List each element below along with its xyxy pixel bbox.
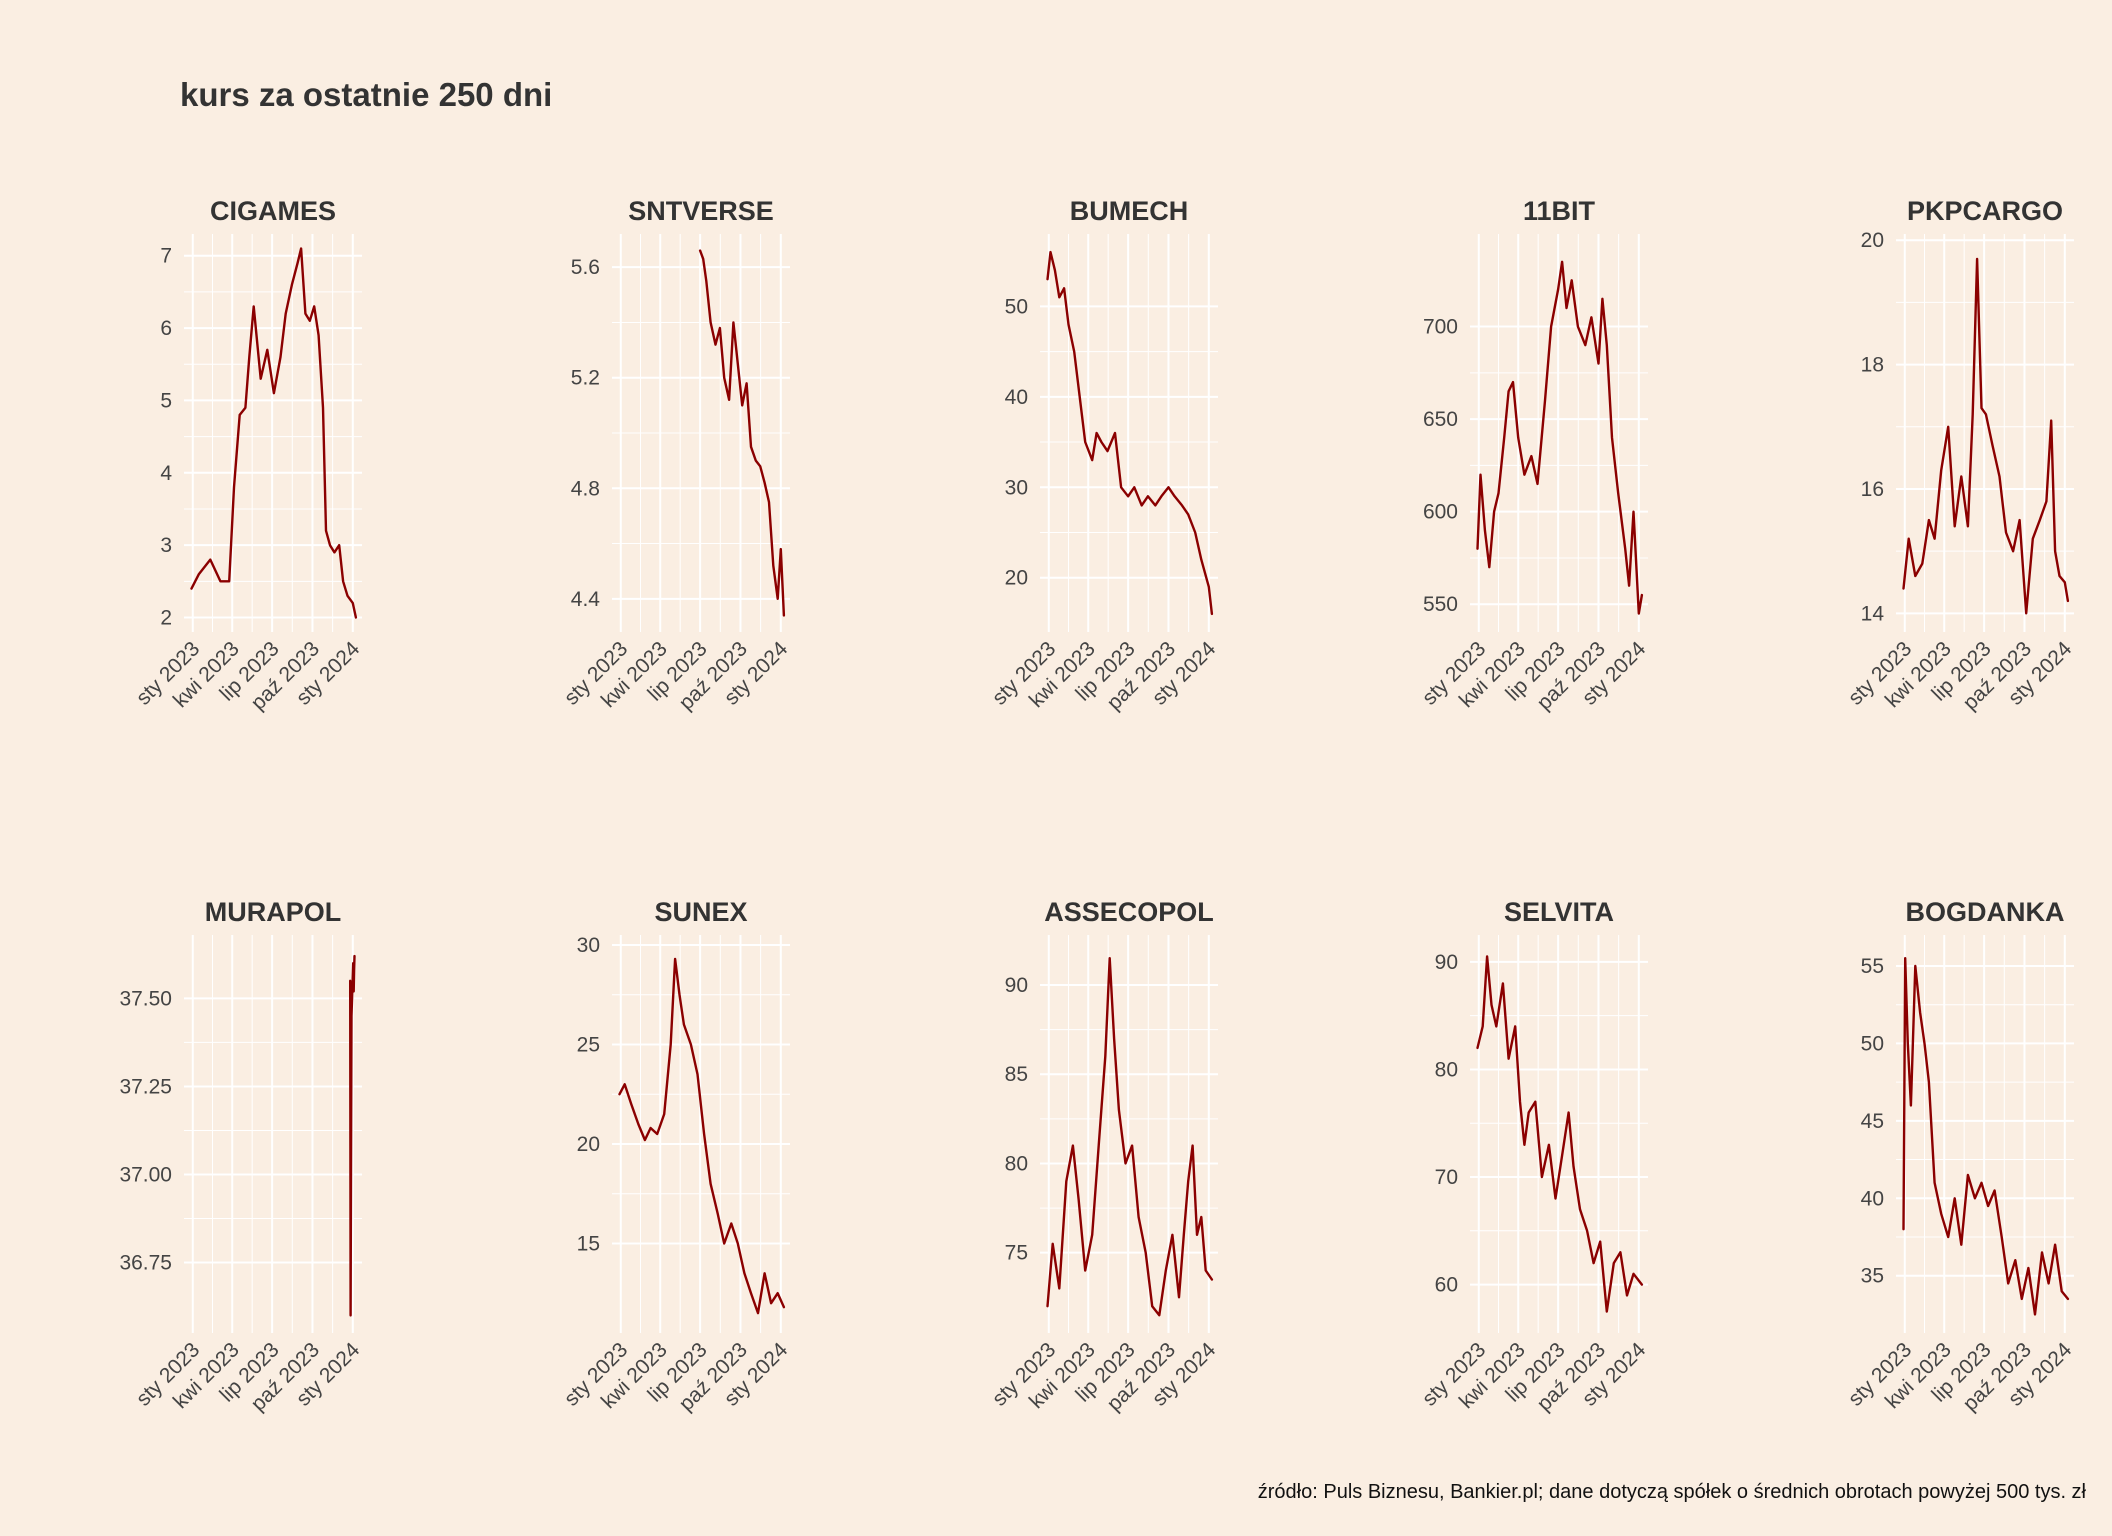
facet-title: SNTVERSE bbox=[628, 196, 774, 226]
y-tick-label: 18 bbox=[1861, 354, 1884, 377]
facet-title: MURAPOL bbox=[205, 897, 342, 927]
y-tick-label: 45 bbox=[1861, 1110, 1884, 1133]
y-tick-label: 4.8 bbox=[571, 477, 600, 500]
price-line bbox=[1046, 250, 1214, 616]
y-tick-label: 70 bbox=[1435, 1166, 1458, 1189]
y-tick-label: 80 bbox=[1005, 1152, 1028, 1175]
y-tick-label: 55 bbox=[1861, 955, 1884, 978]
y-tick-label: 5 bbox=[160, 389, 172, 412]
facet-title: 11BIT bbox=[1523, 196, 1596, 226]
y-tick-label: 20 bbox=[1861, 229, 1884, 252]
y-tick-label: 4 bbox=[160, 462, 172, 485]
y-tick-label: 600 bbox=[1423, 501, 1458, 524]
y-tick-label: 60 bbox=[1435, 1274, 1458, 1297]
price-line bbox=[698, 249, 786, 617]
source-caption: źródło: Puls Biznesu, Bankier.pl; dane d… bbox=[1257, 1481, 2086, 1503]
y-tick-label: 5.2 bbox=[571, 367, 600, 390]
y-tick-label: 37.50 bbox=[119, 987, 172, 1010]
y-tick-label: 6 bbox=[160, 317, 172, 340]
y-tick-label: 85 bbox=[1005, 1063, 1028, 1086]
y-tick-label: 30 bbox=[577, 934, 600, 957]
facet-title: PKPCARGO bbox=[1907, 196, 2063, 226]
price-line bbox=[1046, 957, 1214, 1317]
y-tick-label: 37.25 bbox=[119, 1075, 172, 1098]
y-tick-label: 3 bbox=[160, 534, 172, 557]
price-line bbox=[618, 957, 786, 1315]
facet-title: SUNEX bbox=[654, 897, 747, 927]
y-tick-label: 700 bbox=[1423, 316, 1458, 339]
price-line bbox=[1902, 957, 2070, 1316]
y-tick-label: 2 bbox=[160, 607, 172, 630]
y-tick-label: 36.75 bbox=[119, 1252, 172, 1275]
y-tick-label: 20 bbox=[1005, 567, 1028, 590]
y-tick-label: 15 bbox=[577, 1232, 600, 1255]
y-tick-label: 30 bbox=[1005, 476, 1028, 499]
price-line bbox=[1476, 260, 1644, 615]
price-line bbox=[1902, 257, 2070, 615]
facet-title: SELVITA bbox=[1504, 897, 1614, 927]
y-tick-label: 5.6 bbox=[571, 256, 600, 279]
facet-title: BOGDANKA bbox=[1906, 897, 2065, 927]
y-tick-label: 40 bbox=[1005, 386, 1028, 409]
y-tick-label: 14 bbox=[1861, 602, 1885, 625]
y-tick-label: 40 bbox=[1861, 1187, 1884, 1210]
y-tick-label: 37.00 bbox=[119, 1164, 172, 1187]
y-tick-label: 650 bbox=[1423, 408, 1458, 431]
price-line bbox=[349, 954, 356, 1317]
price-line bbox=[190, 247, 358, 619]
y-tick-label: 25 bbox=[577, 1033, 600, 1056]
price-line bbox=[1476, 955, 1644, 1313]
y-tick-label: 7 bbox=[160, 245, 172, 268]
y-tick-label: 90 bbox=[1005, 974, 1028, 997]
facet-title: BUMECH bbox=[1070, 196, 1189, 226]
y-tick-label: 16 bbox=[1861, 478, 1884, 501]
y-tick-label: 50 bbox=[1861, 1032, 1884, 1055]
y-tick-label: 35 bbox=[1861, 1265, 1884, 1288]
facet-title: ASSECOPOL bbox=[1044, 897, 1214, 927]
facet-title: CIGAMES bbox=[210, 196, 336, 226]
y-tick-label: 80 bbox=[1435, 1058, 1458, 1081]
page-title: kurs za ostatnie 250 dni bbox=[180, 76, 553, 113]
y-tick-label: 75 bbox=[1005, 1242, 1028, 1265]
y-tick-label: 90 bbox=[1435, 951, 1458, 974]
y-tick-label: 50 bbox=[1005, 295, 1028, 318]
y-tick-label: 20 bbox=[577, 1133, 600, 1156]
y-tick-label: 4.4 bbox=[571, 588, 601, 611]
y-tick-label: 550 bbox=[1423, 593, 1458, 616]
